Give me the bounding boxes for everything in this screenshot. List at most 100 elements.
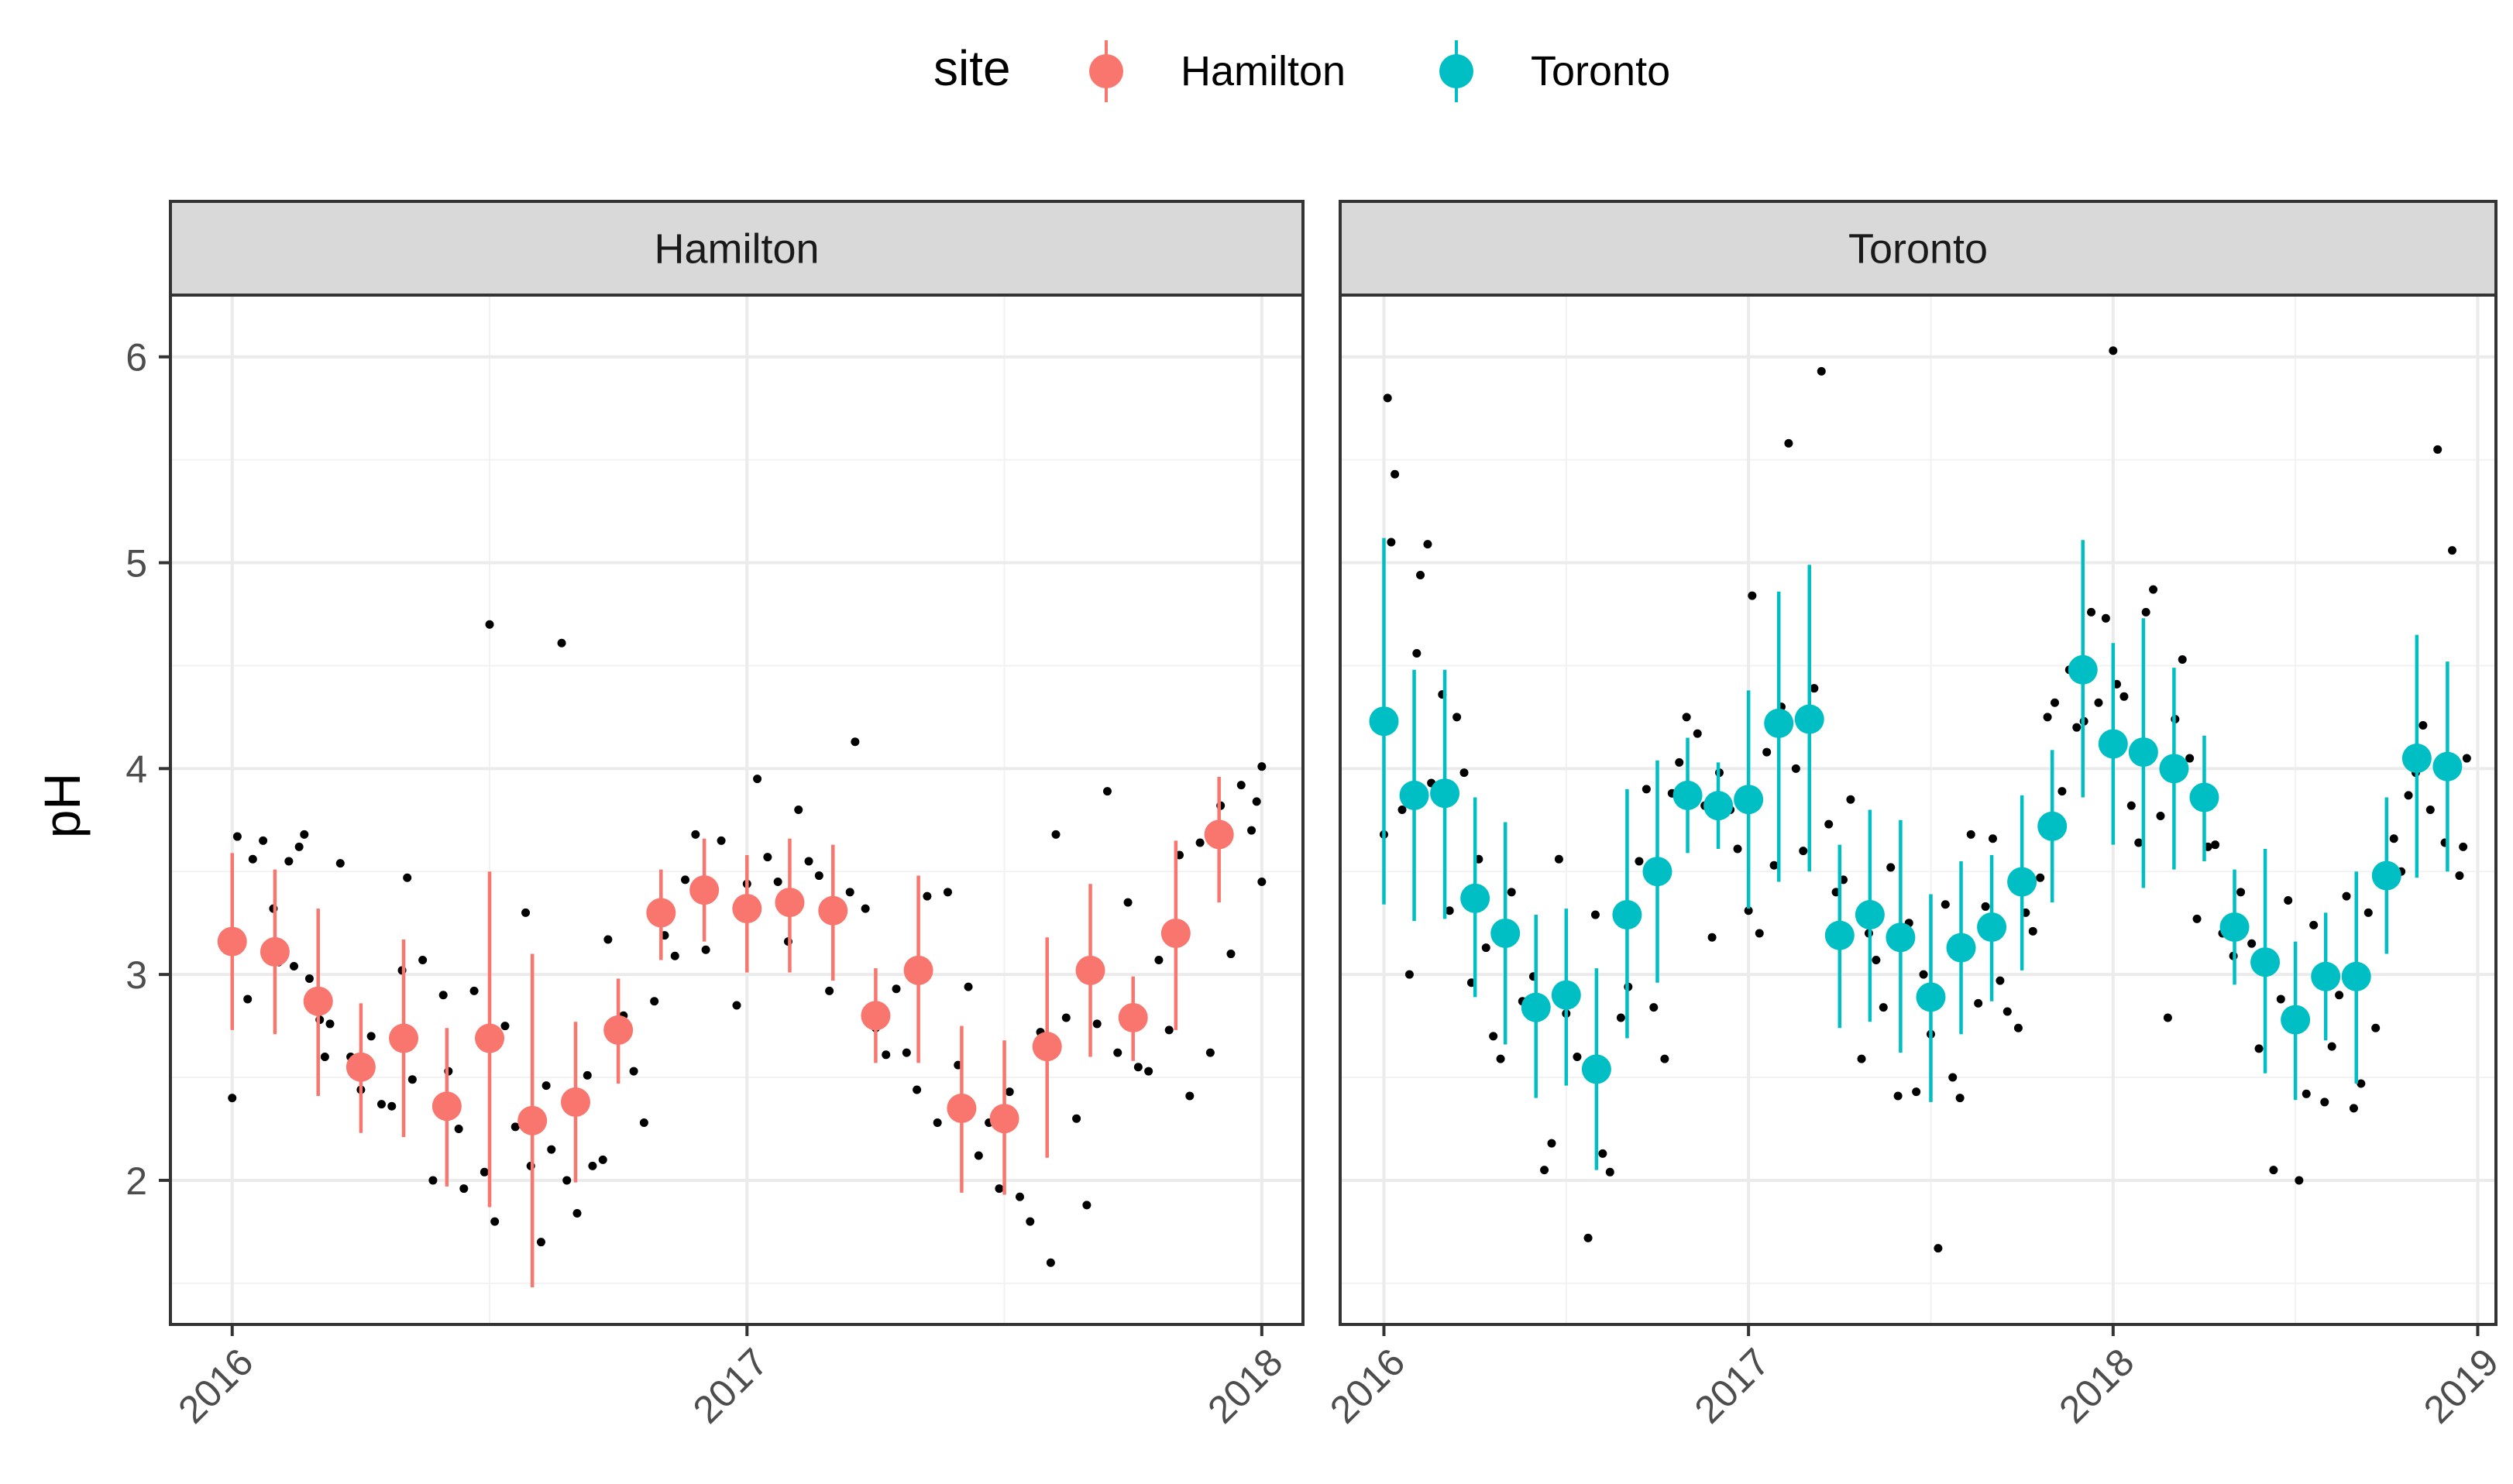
raw-point xyxy=(1391,469,1400,479)
x-tick-label: 2018 xyxy=(2051,1340,2142,1431)
raw-point xyxy=(1154,956,1164,965)
raw-point xyxy=(325,1019,335,1029)
raw-point xyxy=(583,1070,592,1080)
mean-point xyxy=(2128,737,2158,768)
mean-point xyxy=(1430,778,1460,809)
raw-point xyxy=(232,832,242,841)
mean-point xyxy=(1764,708,1794,738)
mean-point xyxy=(260,936,290,967)
raw-point xyxy=(1164,1025,1174,1035)
raw-point xyxy=(1605,1167,1614,1177)
raw-point xyxy=(228,1094,237,1103)
x-tick-label: 2019 xyxy=(2415,1340,2507,1431)
mean-point xyxy=(2371,861,2401,891)
raw-point xyxy=(2156,811,2165,820)
mean-point xyxy=(2007,867,2037,897)
raw-point xyxy=(1412,648,1422,658)
legend-title: site xyxy=(933,40,1011,96)
mean-point xyxy=(1521,992,1551,1022)
raw-point xyxy=(794,806,803,814)
x-tick-label: 2017 xyxy=(685,1340,776,1431)
raw-point xyxy=(2134,838,2143,847)
mean-point xyxy=(2401,744,2432,774)
raw-point xyxy=(2433,445,2443,454)
mean-point xyxy=(431,1091,462,1122)
raw-point xyxy=(2149,585,2158,594)
mean-point xyxy=(1672,780,1703,810)
mean-point xyxy=(2068,654,2098,685)
mean-point xyxy=(903,955,933,985)
raw-point xyxy=(500,1022,510,1031)
raw-point xyxy=(974,1151,983,1160)
raw-point xyxy=(717,836,726,845)
raw-point xyxy=(2455,871,2464,881)
raw-point xyxy=(1707,933,1717,942)
raw-point xyxy=(681,875,690,885)
raw-point xyxy=(572,1208,582,1218)
raw-point xyxy=(2185,754,2195,763)
raw-point xyxy=(2302,1089,2311,1098)
raw-point xyxy=(1046,1258,1055,1267)
raw-point xyxy=(490,1217,500,1226)
mean-point xyxy=(560,1087,590,1117)
raw-point xyxy=(1026,1217,1035,1226)
raw-point xyxy=(2371,1023,2381,1032)
mean-point xyxy=(1946,933,1976,963)
raw-point xyxy=(1598,1149,1607,1158)
legend-label-toronto: Toronto xyxy=(1531,48,1670,94)
raw-point xyxy=(1236,781,1246,790)
summary-hamilton xyxy=(217,776,1234,1288)
raw-point xyxy=(1733,844,1742,854)
raw-point xyxy=(511,1122,520,1132)
raw-points-toronto xyxy=(1379,346,2471,1253)
raw-point xyxy=(995,1184,1004,1194)
raw-point xyxy=(1459,768,1469,778)
raw-point xyxy=(913,1085,922,1094)
mean-point xyxy=(1551,980,1581,1010)
raw-point xyxy=(2087,607,2096,617)
raw-point xyxy=(2425,806,2435,814)
raw-point xyxy=(259,836,268,845)
raw-point xyxy=(1675,757,1684,767)
raw-point xyxy=(861,904,870,913)
mean-point xyxy=(2159,754,2189,784)
raw-point xyxy=(2163,1013,2172,1022)
raw-point xyxy=(1762,747,1772,757)
raw-point xyxy=(1133,1063,1143,1072)
raw-point xyxy=(376,1100,386,1109)
raw-point xyxy=(1583,1233,1593,1242)
raw-point xyxy=(1144,1067,1153,1076)
mean-point xyxy=(1581,1054,1611,1084)
raw-point xyxy=(1857,1054,1866,1063)
raw-point xyxy=(933,1118,942,1128)
raw-point xyxy=(284,857,294,866)
mean-point xyxy=(2311,961,2341,991)
mean-point xyxy=(2341,961,2371,991)
raw-point xyxy=(1547,1139,1556,1148)
raw-point xyxy=(732,1001,741,1010)
raw-point xyxy=(1185,1091,1195,1101)
raw-point xyxy=(407,1075,417,1084)
raw-point xyxy=(1886,863,1896,872)
raw-point xyxy=(1257,762,1267,771)
raw-point xyxy=(1252,797,1261,806)
raw-point xyxy=(845,888,854,897)
raw-point xyxy=(428,1176,438,1185)
raw-point xyxy=(1082,1201,1091,1210)
mean-point xyxy=(732,894,762,924)
raw-point xyxy=(536,1238,545,1247)
raw-point xyxy=(1123,898,1133,907)
raw-point xyxy=(2459,842,2468,851)
mean-point xyxy=(861,1001,891,1031)
raw-point xyxy=(562,1176,572,1185)
raw-point xyxy=(1507,888,1516,897)
raw-point xyxy=(2236,888,2246,897)
x-tick-label: 2017 xyxy=(1686,1340,1778,1431)
raw-point xyxy=(650,997,659,1006)
raw-point xyxy=(1489,1032,1498,1041)
raw-point xyxy=(248,854,257,864)
panels: Hamilton 2016 2017 2018 2 3 4 5 6 Toronto 2016 2017… xyxy=(125,200,2507,1431)
raw-point xyxy=(882,1050,891,1060)
raw-point xyxy=(943,888,952,897)
raw-point xyxy=(403,873,412,882)
